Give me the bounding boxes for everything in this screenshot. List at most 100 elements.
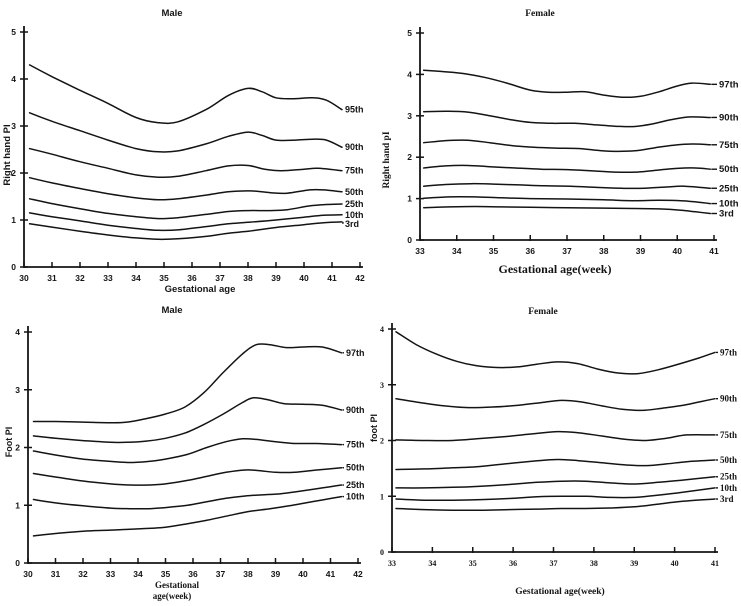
- chart-panel-male-right-hand-pi: 0 1 2 3 4 5 30 31 32 33 34 35 36 37 38 39 40 41 42 Male Righ…: [0, 0, 370, 300]
- y-tick-label: 4: [407, 69, 412, 79]
- y-tick-label: 1: [407, 194, 412, 204]
- x-tick-label: 34: [428, 559, 436, 568]
- percentile-label-50th: 50th: [720, 455, 737, 465]
- percentile-label-90th: 90th: [720, 394, 737, 404]
- percentile-label-90th: 90th: [346, 405, 365, 415]
- percentile-label-97th: 97th: [720, 347, 737, 357]
- y-tick-label: 2: [11, 168, 16, 178]
- chart-title: Female: [525, 9, 555, 19]
- percentile-label-10th: 10th: [346, 492, 365, 502]
- x-tick-label: 30: [19, 273, 29, 283]
- x-tick-label: 38: [599, 246, 609, 256]
- percentile-label-25th: 25th: [346, 480, 365, 490]
- x-tick-label: 32: [75, 273, 85, 283]
- percentile-label-97th: 97th: [719, 79, 739, 90]
- percentile-curve-50th: [28, 176, 343, 201]
- x-tick-label: 40: [299, 273, 309, 283]
- percentile-curve-50th: [422, 164, 712, 174]
- y-tick-label: 0: [380, 548, 384, 557]
- percentile-label-10th: 10th: [345, 210, 364, 220]
- x-tick-label: 42: [355, 273, 365, 283]
- x-tick-label: 37: [562, 246, 572, 256]
- percentile-label-3rd: 3rd: [720, 494, 734, 504]
- x-tick-label: 41: [709, 246, 719, 256]
- percentile-label-75th: 75th: [719, 140, 739, 151]
- y-tick-label: 5: [407, 28, 412, 38]
- percentile-curve-50th: [395, 458, 716, 471]
- chart-panel-female-foot-pi: 0 1 2 3 4 33 34 35 36 37 38 39 40 41 Female foot PI Gest…: [369, 300, 741, 606]
- x-tick-label: 41: [711, 559, 719, 568]
- x-tick-label: 42: [353, 569, 363, 579]
- percentile-curve-10th: [422, 196, 712, 205]
- y-tick-label: 3: [15, 385, 20, 395]
- percentile-label-3rd: 3rd: [719, 209, 734, 220]
- percentile-curve-10th: [395, 487, 716, 501]
- x-tick-label: 39: [630, 559, 638, 568]
- percentile-curve-97th: [32, 343, 343, 424]
- percentile-curve-3rd: [422, 205, 712, 215]
- percentile-curve-90th: [422, 110, 712, 128]
- x-tick-label: 35: [161, 569, 171, 579]
- y-tick-label: 2: [380, 437, 384, 446]
- percentile-label-25th: 25th: [720, 472, 737, 482]
- percentile-label-97th: 97th: [346, 348, 365, 358]
- x-tick-label: 36: [187, 273, 197, 283]
- x-tick-label: 31: [47, 273, 57, 283]
- percentile-curve-25th: [422, 182, 712, 190]
- chart-title: Male: [161, 305, 182, 316]
- percentile-curve-90th: [32, 396, 343, 444]
- y-tick-label: 0: [407, 235, 412, 245]
- chart-panel-female-right-hand-pi: 0 1 2 3 4 5 33 34 35 36 37 38 39 40 41 Female Right hand…: [370, 0, 741, 300]
- x-tick-label: 37: [216, 569, 226, 579]
- x-tick-label: 38: [590, 559, 598, 568]
- percentile-label-50th: 50th: [345, 187, 364, 197]
- percentile-curve-75th: [422, 139, 712, 153]
- x-tick-label: 33: [415, 246, 425, 256]
- y-tick-label: 2: [15, 443, 20, 453]
- x-tick-label: 34: [452, 246, 462, 256]
- x-tick-label: 40: [673, 246, 683, 256]
- percentile-curve-75th: [395, 430, 716, 442]
- percentile-label-10th: 10th: [720, 483, 737, 493]
- percentile-label-3rd: 3rd: [345, 219, 359, 229]
- percentile-label-90th: 90th: [719, 112, 739, 123]
- x-tick-label: 35: [489, 246, 499, 256]
- x-tick-label: 30: [23, 569, 33, 579]
- percentile-curve-25th: [395, 475, 716, 489]
- x-tick-label: 37: [215, 273, 225, 283]
- y-tick-label: 1: [380, 492, 384, 501]
- x-axis-label: Gestational age: [165, 284, 236, 295]
- x-tick-label: 38: [243, 569, 253, 579]
- y-tick-label: 4: [11, 74, 16, 84]
- y-tick-label: 0: [11, 262, 16, 272]
- chart-title: Female: [528, 307, 558, 317]
- y-tick-label: 0: [15, 558, 20, 568]
- percentile-curve-3rd: [395, 498, 716, 512]
- percentile-label-75th: 75th: [346, 440, 365, 450]
- percentile-label-95th: 95th: [345, 105, 364, 115]
- x-tick-label: 36: [526, 246, 536, 256]
- y-tick-label: 3: [11, 121, 16, 131]
- x-tick-label: 34: [131, 273, 141, 283]
- y-tick-label: 1: [15, 500, 20, 510]
- y-axis-label: Right hand pI: [382, 131, 392, 188]
- x-tick-label: 40: [671, 559, 679, 568]
- y-axis-label: Right hand PI: [2, 124, 13, 185]
- y-tick-label: 5: [11, 27, 16, 37]
- x-tick-label: 40: [298, 569, 308, 579]
- x-tick-label: 37: [550, 559, 558, 568]
- percentile-curve-25th: [32, 484, 343, 510]
- x-tick-label: 36: [509, 559, 517, 568]
- y-tick-label: 2: [407, 152, 412, 162]
- y-axis-label: Foot PI: [4, 427, 14, 458]
- y-tick-label: 3: [380, 381, 384, 390]
- x-tick-label: 38: [243, 273, 253, 283]
- percentile-curve-50th: [32, 466, 343, 486]
- percentile-curve-95th: [28, 64, 343, 125]
- percentile-curve-25th: [28, 198, 343, 220]
- x-tick-label: 35: [159, 273, 169, 283]
